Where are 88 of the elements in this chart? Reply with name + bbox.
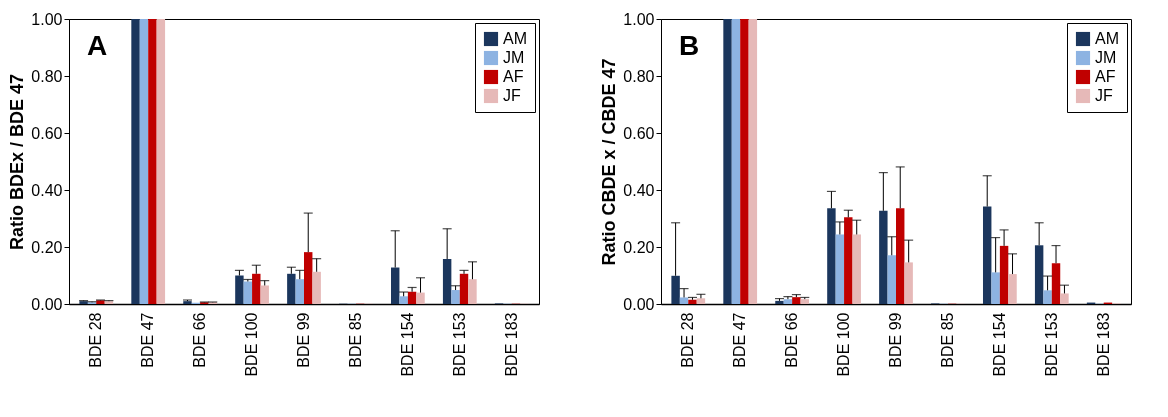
annotation: A (87, 30, 108, 61)
y-tick-label: 0.00 (623, 295, 655, 313)
bar (783, 299, 793, 304)
bar (792, 297, 801, 304)
y-tick-label: 0.80 (31, 67, 63, 85)
bar (740, 19, 749, 304)
legend-label: AF (1095, 68, 1116, 85)
bar (243, 281, 253, 304)
bar (148, 19, 157, 304)
bar (748, 19, 758, 304)
bar (999, 245, 1009, 304)
bar (416, 292, 425, 304)
bar (468, 279, 477, 304)
bar (131, 19, 140, 304)
bar (1051, 263, 1061, 304)
bar (775, 300, 784, 304)
y-tick-label: 0.20 (31, 238, 63, 256)
y-tick-label: 0.20 (623, 238, 655, 256)
bar (896, 208, 905, 304)
y-tick-label: 0.80 (623, 67, 655, 85)
bar (442, 258, 452, 304)
legend-label: JM (1095, 49, 1117, 66)
bar (1034, 245, 1044, 304)
y-tick-label: 0.60 (623, 124, 655, 142)
bar (390, 267, 400, 304)
bar (451, 290, 460, 304)
x-tick-label: BDE 99 (295, 312, 312, 368)
x-tick-label: BDE 153 (450, 312, 468, 377)
x-tick-label: BDE 47 (731, 312, 749, 368)
bar (991, 272, 1000, 304)
bar (1008, 274, 1017, 304)
bar (304, 252, 313, 304)
x-tick-label: BDE 100 (243, 312, 261, 377)
y-axis-title: Ratio CBDE x / CBDE 47 (599, 58, 620, 266)
x-tick-label: BDE 28 (679, 312, 697, 368)
bar (844, 217, 853, 304)
bar (399, 296, 408, 304)
bar (235, 275, 244, 304)
bar (887, 255, 896, 304)
bar (688, 299, 697, 304)
legend-label: AM (503, 30, 527, 47)
y-tick-label: 0.40 (31, 181, 63, 199)
bar (852, 234, 861, 304)
bar (835, 234, 845, 304)
bar (156, 19, 166, 304)
x-tick-label: BDE 183 (1094, 312, 1112, 377)
x-tick-label: BDE 66 (191, 312, 209, 368)
x-tick-label: BDE 66 (783, 312, 801, 368)
bar (287, 273, 296, 304)
x-tick-label: BDE 28 (87, 312, 105, 368)
bar (139, 19, 149, 304)
bar (252, 273, 261, 304)
legend-label: AM (1095, 30, 1119, 47)
y-tick-label: 1.00 (623, 10, 655, 28)
bar (696, 298, 706, 304)
legend-label: JF (503, 87, 521, 104)
x-tick-label: BDE 100 (835, 312, 853, 377)
bar (260, 285, 269, 304)
bar (671, 275, 680, 304)
legend-label: AF (503, 68, 524, 85)
y-tick-label: 0.40 (623, 181, 655, 199)
x-tick-label: BDE 153 (1042, 312, 1060, 377)
x-tick-label: BDE 85 (938, 312, 956, 368)
legend-label: JM (503, 49, 525, 66)
x-tick-label: BDE 99 (887, 312, 904, 368)
bar (827, 208, 836, 304)
x-tick-label: BDE 47 (139, 312, 157, 368)
legend-label: JF (1095, 87, 1113, 104)
bar (982, 206, 992, 304)
bar (679, 297, 689, 304)
bar (1060, 293, 1069, 304)
x-tick-label: BDE 154 (990, 312, 1008, 377)
y-tick-label: 1.00 (31, 10, 63, 28)
bar (879, 210, 888, 304)
annotation: B (679, 30, 700, 61)
bar (731, 19, 741, 304)
bar (904, 262, 913, 304)
bar (1043, 290, 1052, 304)
x-tick-label: BDE 183 (502, 312, 520, 377)
bar (723, 19, 732, 304)
y-tick-label: 0.00 (31, 295, 63, 313)
bar (295, 279, 304, 304)
x-tick-label: BDE 154 (398, 312, 416, 377)
y-tick-label: 0.60 (31, 124, 63, 142)
x-tick-label: BDE 85 (346, 312, 364, 368)
bar (800, 299, 810, 304)
y-axis-title: Ratio BDEx / BDE 47 (7, 73, 28, 251)
bar (312, 271, 321, 304)
